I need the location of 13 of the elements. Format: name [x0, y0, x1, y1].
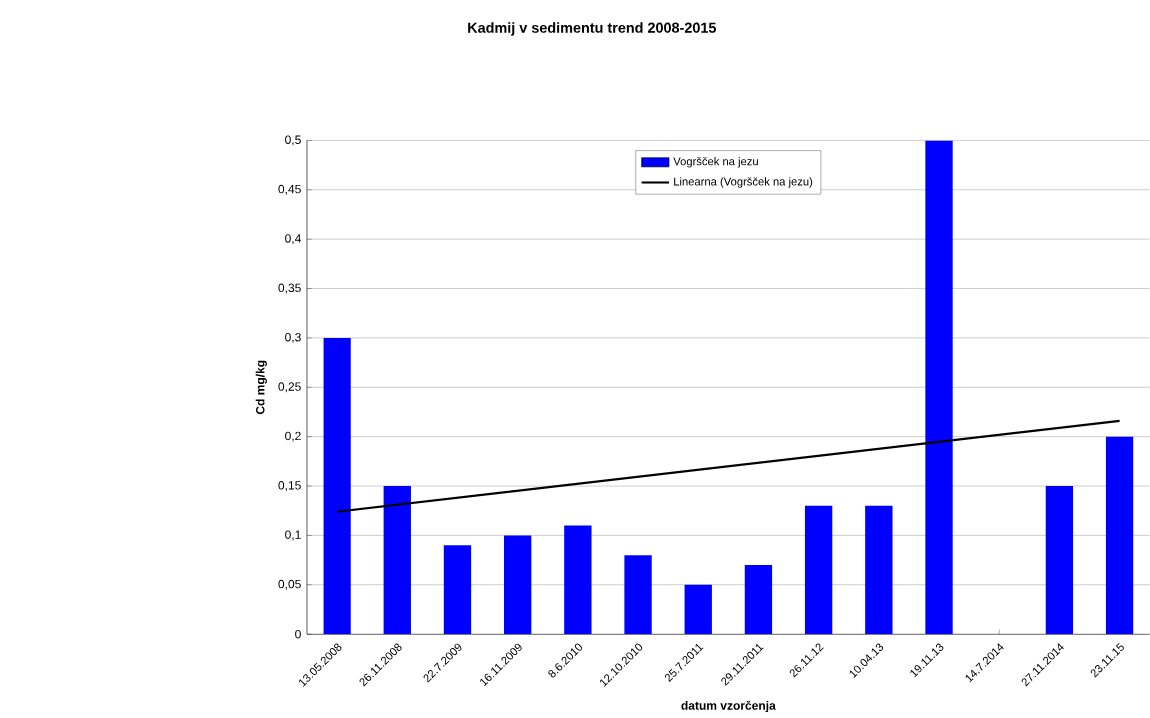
bar: [1105, 436, 1134, 635]
bar: [323, 338, 351, 635]
bar: [503, 535, 532, 635]
bar: [1045, 486, 1074, 635]
bar: [804, 506, 833, 635]
bar: [564, 525, 592, 635]
bar: [925, 140, 953, 635]
bar: [865, 506, 893, 635]
bar: [383, 486, 411, 635]
bar: [624, 555, 652, 635]
bar: [443, 545, 472, 635]
bar: [684, 585, 712, 635]
bar: [744, 565, 773, 635]
